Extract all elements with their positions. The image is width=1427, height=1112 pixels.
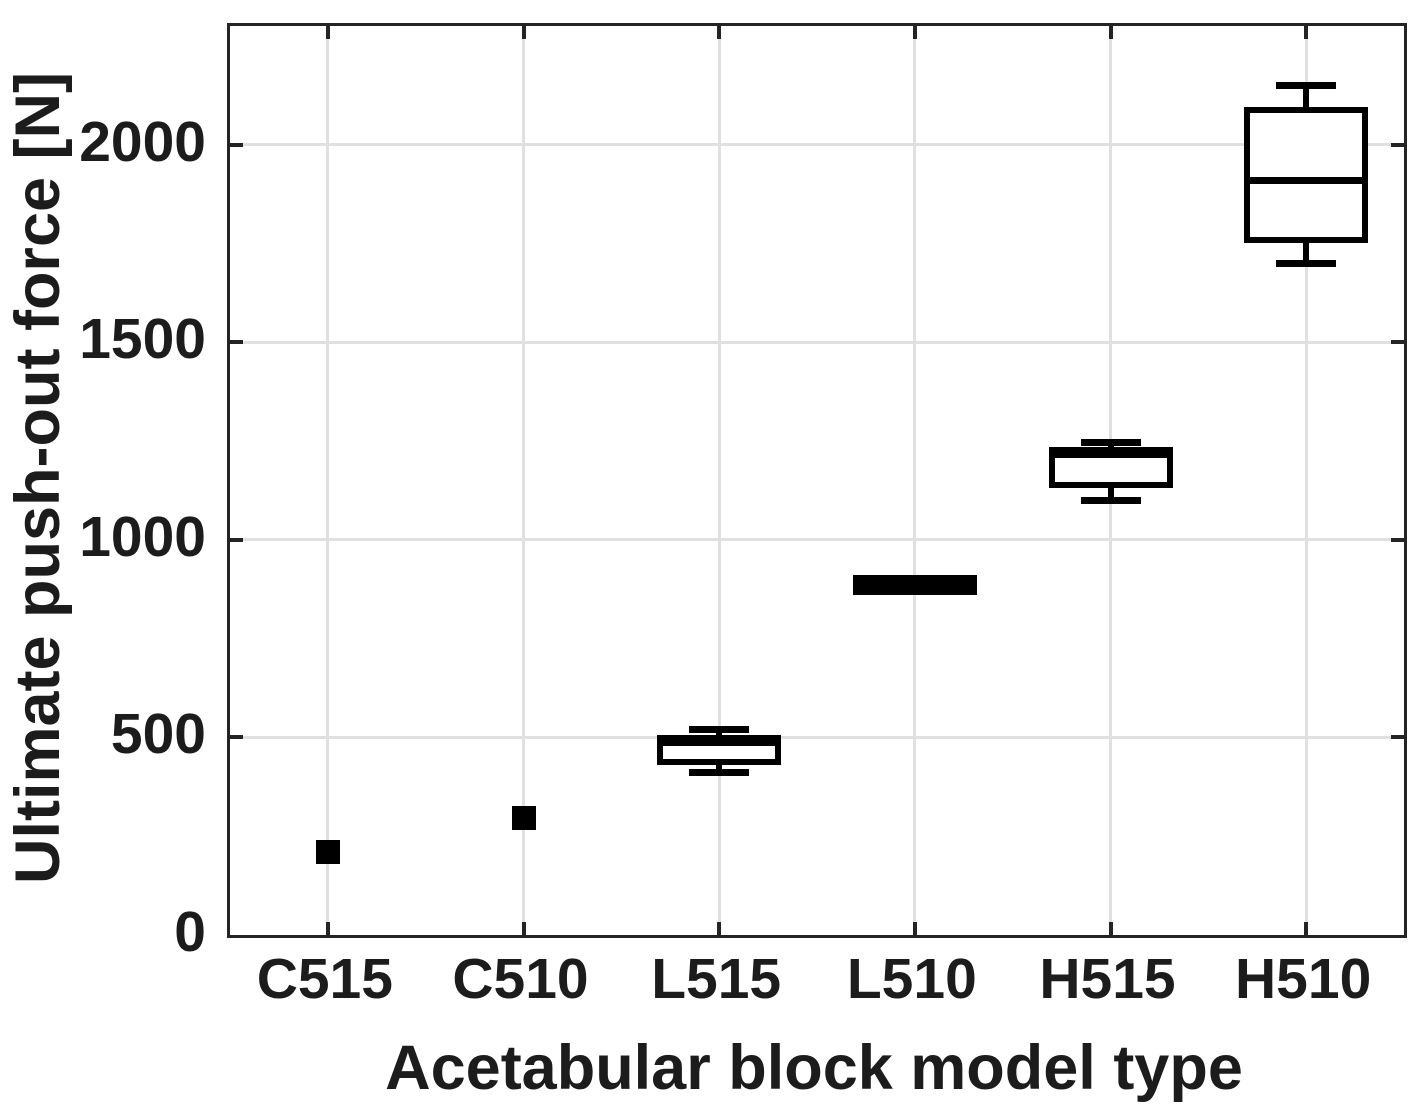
whisker-cap-upper-H515	[1080, 439, 1141, 447]
y-tick-right	[1391, 142, 1404, 147]
whisker-cap-upper-H510	[1276, 81, 1337, 89]
y-tick-label: 2000	[79, 109, 206, 174]
x-tick-top	[1304, 26, 1309, 39]
y-tick-left	[230, 537, 243, 542]
x-gridline	[913, 26, 917, 935]
x-gridline	[522, 26, 525, 935]
x-tick-top	[717, 26, 722, 39]
y-tick-left	[230, 340, 243, 345]
plot-area	[227, 23, 1407, 938]
data-filled-box-L510	[852, 575, 977, 596]
y-tick-label: 0	[174, 900, 206, 964]
x-tick-top	[912, 26, 917, 39]
median-H510	[1244, 176, 1369, 184]
x-tick-bottom	[912, 922, 917, 935]
x-tick-label: H510	[1235, 947, 1372, 1011]
y-gridline	[230, 538, 1404, 542]
x-tick-label: C510	[452, 947, 589, 1011]
whisker-lower-L515	[716, 765, 723, 773]
x-tick-label: L515	[651, 947, 782, 1011]
x-gridline	[1304, 26, 1308, 935]
x-axis-title: Acetabular block model type	[385, 1033, 1243, 1103]
whisker-lower-H515	[1107, 488, 1114, 501]
x-tick-bottom	[521, 922, 526, 935]
whisker-cap-lower-H510	[1276, 259, 1337, 267]
whisker-cap-lower-L515	[689, 769, 750, 777]
y-tick-right	[1391, 735, 1404, 740]
y-tick-right	[1391, 340, 1404, 345]
x-tick-label: H515	[1039, 947, 1176, 1011]
data-square-C515	[315, 840, 340, 864]
y-tick-right	[1391, 537, 1404, 542]
x-gridline	[717, 26, 721, 935]
y-gridline	[230, 340, 1404, 344]
y-tick-left	[230, 142, 243, 147]
data-box-H510	[1244, 107, 1369, 244]
x-tick-top	[1108, 26, 1113, 39]
x-tick-bottom	[1108, 922, 1113, 935]
data-square-C510	[511, 806, 536, 831]
whisker-cap-upper-L515	[689, 725, 750, 733]
median-H515	[1048, 451, 1173, 459]
median-L515	[657, 739, 782, 747]
x-tick-bottom	[1304, 922, 1309, 935]
y-tick-label: 1500	[79, 307, 206, 372]
whisker-cap-lower-H515	[1080, 496, 1141, 504]
x-tick-top	[521, 26, 526, 39]
x-tick-label: C515	[256, 947, 393, 1011]
y-tick-left	[230, 735, 243, 740]
y-gridline	[230, 735, 1404, 739]
y-tick-label: 500	[110, 702, 206, 767]
whisker-upper-H510	[1303, 85, 1310, 108]
whisker-lower-H510	[1303, 243, 1310, 264]
x-tick-bottom	[325, 922, 330, 935]
y-tick-label: 1000	[79, 504, 206, 569]
x-gridline	[326, 26, 330, 935]
y-gridline	[230, 143, 1404, 147]
x-tick-label: L510	[846, 947, 977, 1011]
x-tick-top	[325, 26, 330, 39]
x-tick-bottom	[717, 922, 722, 935]
